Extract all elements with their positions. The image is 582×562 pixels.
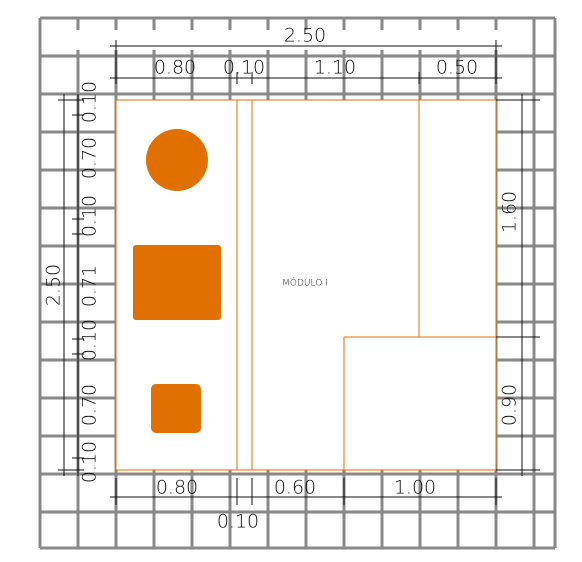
dim-left: 0.10 xyxy=(79,319,101,361)
dim-bottom: 0.80 xyxy=(156,477,198,499)
dim-bottom: 0.60 xyxy=(274,477,316,499)
dim-right: 1.60 xyxy=(499,191,521,233)
module-label: MÓDULO I xyxy=(282,277,328,289)
dim-top: 1.10 xyxy=(314,57,356,79)
dim-left: 0.10 xyxy=(79,441,101,483)
dim-bottom: 1.00 xyxy=(394,477,436,499)
dim-left: 0.10 xyxy=(79,81,101,123)
dim-bottom: 0.10 xyxy=(217,511,259,533)
dim-top: 0.80 xyxy=(154,57,196,79)
dim-top-total: 2.50 xyxy=(284,25,326,47)
dim-right: 0.90 xyxy=(499,384,521,426)
dim-left-total: 2.50 xyxy=(43,264,65,306)
small-fixture xyxy=(151,384,201,433)
dim-left: 0.70 xyxy=(79,384,101,426)
dimension-lines xyxy=(58,40,540,505)
partitions xyxy=(236,100,496,470)
dim-top: 0.50 xyxy=(436,57,478,79)
square-fixture xyxy=(133,245,221,320)
dim-left: 0.70 xyxy=(79,137,101,179)
dim-top: 0.10 xyxy=(223,57,265,79)
mask xyxy=(58,30,526,50)
round-fixture xyxy=(146,129,208,191)
dim-left: 0.71 xyxy=(79,265,101,307)
module-floor xyxy=(115,99,497,471)
dim-left: 0.10 xyxy=(79,195,101,237)
